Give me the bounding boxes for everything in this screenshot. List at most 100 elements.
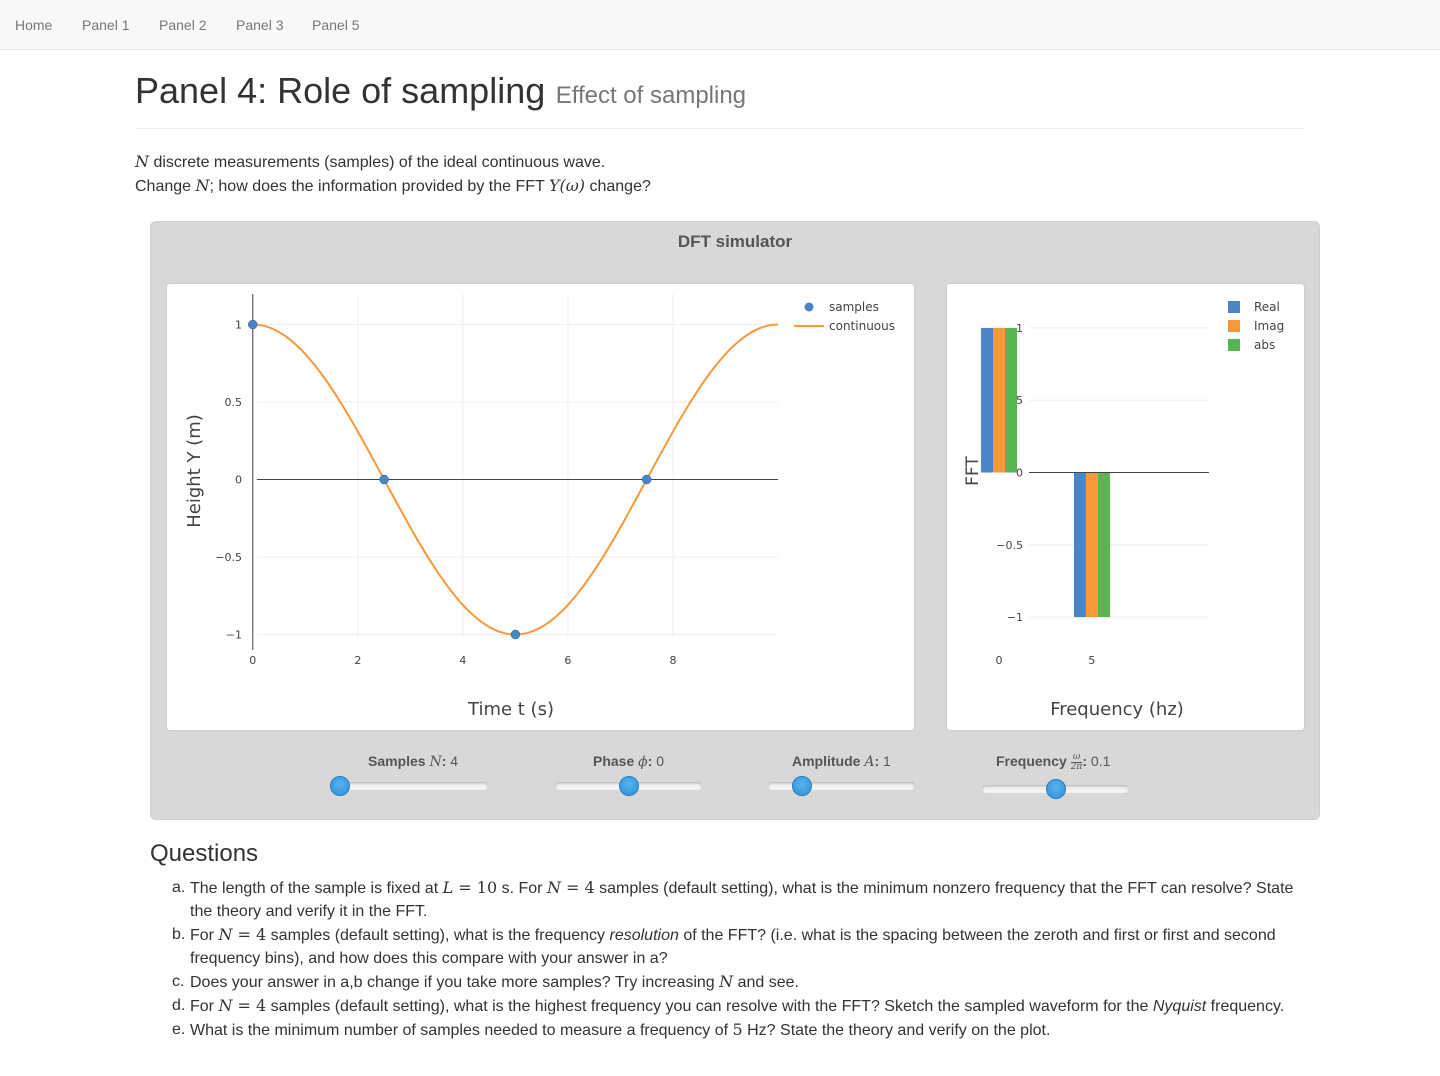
time-domain-chart[interactable]: 0 2 4 6 8 1 0.5 0 −0.5 −1 Time t (s) Height Y (m) sa… (167, 284, 914, 730)
y-tick-label: −1 (226, 629, 242, 642)
x-tick-label: 6 (564, 654, 571, 667)
legend-abs-label: abs (1254, 338, 1275, 352)
y-tick-label: 1 (1016, 322, 1023, 335)
question-text: What is the minimum number of samples ne… (190, 1018, 1050, 1042)
phase-value: 0 (656, 753, 665, 769)
nav-panel-5[interactable]: Panel 5 (312, 17, 360, 33)
simulator-title: DFT simulator (677, 232, 793, 251)
page-title-main: Panel 4: Role of sampling (135, 70, 546, 111)
question-item: e. What is the minimum number of samples … (172, 1018, 1312, 1042)
amplitude-label: Amplitude A: 1 (792, 753, 891, 770)
x-tick-label: 0 (249, 654, 256, 667)
intro-var-n-2: N (195, 176, 210, 195)
question-text-part: s. For (497, 880, 547, 897)
question-text-part: and see. (733, 974, 799, 991)
intro-line-2-c: change? (585, 178, 651, 195)
bar-imag (993, 327, 1006, 473)
phase-sep: : (647, 753, 657, 769)
legend-abs-swatch (1228, 339, 1240, 351)
intro-line-2-b: ; how does the information provided by t… (209, 178, 549, 195)
samples-slider[interactable] (330, 776, 488, 796)
question-label: d. (172, 997, 186, 1014)
page-title: Panel 4: Role of sampling Effect of samp… (135, 70, 746, 112)
y-axis-label: FFT (963, 456, 983, 486)
phase-symbol: ϕ (638, 754, 648, 770)
nav-panel-1[interactable]: Panel 1 (82, 17, 130, 33)
frequency-sep: : (1082, 753, 1091, 770)
question-text: For N = 4 samples (default setting), wha… (190, 923, 1312, 970)
question-label: e. (172, 1021, 186, 1038)
y-tick-label: 0 (235, 474, 242, 487)
question-text-part: frequency. (1206, 998, 1285, 1015)
y-tick-label: −1 (1007, 611, 1023, 624)
legend-real-label: Real (1254, 300, 1280, 314)
question-text-part: Hz? State the theory and verify on the p… (742, 1022, 1051, 1039)
samples-label-text: Samples (368, 753, 430, 769)
intro-line-2: Change N; how does the information provi… (135, 174, 651, 198)
y-tick-label: −0.5 (996, 539, 1023, 552)
y-tick-label: 1 (235, 319, 242, 332)
x-axis-label: Frequency (hz) (1050, 699, 1184, 720)
phase-label: Phase ϕ: 0 (593, 753, 664, 770)
question-text-part: samples (default setting), what is the m… (190, 880, 1294, 920)
page-subtitle: Effect of sampling (555, 82, 747, 109)
frequency-fraction-den: 2π (1070, 762, 1083, 772)
math-expression: = 10 (453, 878, 498, 897)
y-axis-label: Height Y (m) (184, 414, 205, 528)
question-text-part: For (190, 927, 219, 944)
intro-line-1: N discrete measurements (samples) of the… (135, 150, 651, 174)
amplitude-slider-handle[interactable] (791, 776, 812, 796)
intro-line-1-text: discrete measurements (samples) of the i… (149, 154, 606, 171)
question-text-part: resolution (609, 927, 679, 944)
question-text-part: For (190, 998, 219, 1015)
math-expression: = 4 (232, 925, 267, 944)
question-text-part: What is the minimum number of samples ne… (190, 1022, 733, 1039)
frequency-label-text: Frequency (996, 753, 1071, 770)
frequency-fraction: ω 2π (1070, 753, 1083, 772)
frequency-slider[interactable] (982, 779, 1129, 799)
legend-samples-label: samples (829, 300, 879, 314)
amplitude-label-text: Amplitude (792, 753, 865, 769)
samples-value: 4 (450, 753, 459, 769)
x-tick-label: 5 (1088, 654, 1095, 667)
questions-title: Questions (150, 840, 259, 867)
nav-panel-2[interactable]: Panel 2 (159, 17, 207, 33)
phase-label-text: Phase (593, 753, 639, 769)
samples-symbol: N (429, 754, 442, 770)
nav-panel-3[interactable]: Panel 3 (236, 17, 284, 33)
frequency-slider-handle[interactable] (1045, 779, 1066, 799)
legend-imag-label: Imag (1254, 319, 1284, 333)
intro-func-y: Y(ω) (548, 176, 586, 195)
samples-label: Samples N: 4 (368, 753, 458, 770)
phase-slider[interactable] (555, 776, 702, 796)
math-variable: L (442, 878, 454, 897)
question-text: The length of the sample is fixed at L =… (190, 876, 1312, 923)
amplitude-slider[interactable] (768, 776, 915, 796)
y-tick-label: 0 (1016, 467, 1023, 480)
phase-slider-handle[interactable] (618, 776, 639, 796)
frequency-label: Frequency ω 2π: 0.1 (996, 753, 1110, 772)
samples-slider-handle[interactable] (330, 776, 350, 796)
question-text-part: of the FFT? (i.e. what is the spacing be… (190, 927, 1276, 967)
nav-home[interactable]: Home (15, 17, 53, 33)
question-text-part: samples (default setting), what is the h… (266, 998, 1153, 1015)
bar-real (981, 327, 994, 473)
question-item: b. For N = 4 samples (default setting), w… (172, 923, 1312, 970)
amplitude-sep: : (874, 753, 884, 769)
question-label: a. (172, 879, 186, 896)
question-text: Does your answer in a,b change if you ta… (190, 970, 799, 994)
bar-abs (1005, 327, 1018, 473)
frequency-value: 0.1 (1090, 753, 1111, 770)
question-text-part: The length of the sample is fixed at (190, 880, 443, 897)
legend-samples-marker (804, 302, 814, 312)
question-item: a. The length of the sample is fixed at L… (172, 876, 1312, 923)
sample-point (248, 319, 258, 330)
math-expression: = 4 (560, 878, 595, 897)
intro-line-2-a: Change (135, 178, 196, 195)
bar-imag (1085, 472, 1098, 618)
frequency-fraction-num: ω (1070, 753, 1083, 763)
math-variable: N (546, 878, 561, 897)
question-item: d. For N = 4 samples (default setting), w… (172, 994, 1312, 1018)
